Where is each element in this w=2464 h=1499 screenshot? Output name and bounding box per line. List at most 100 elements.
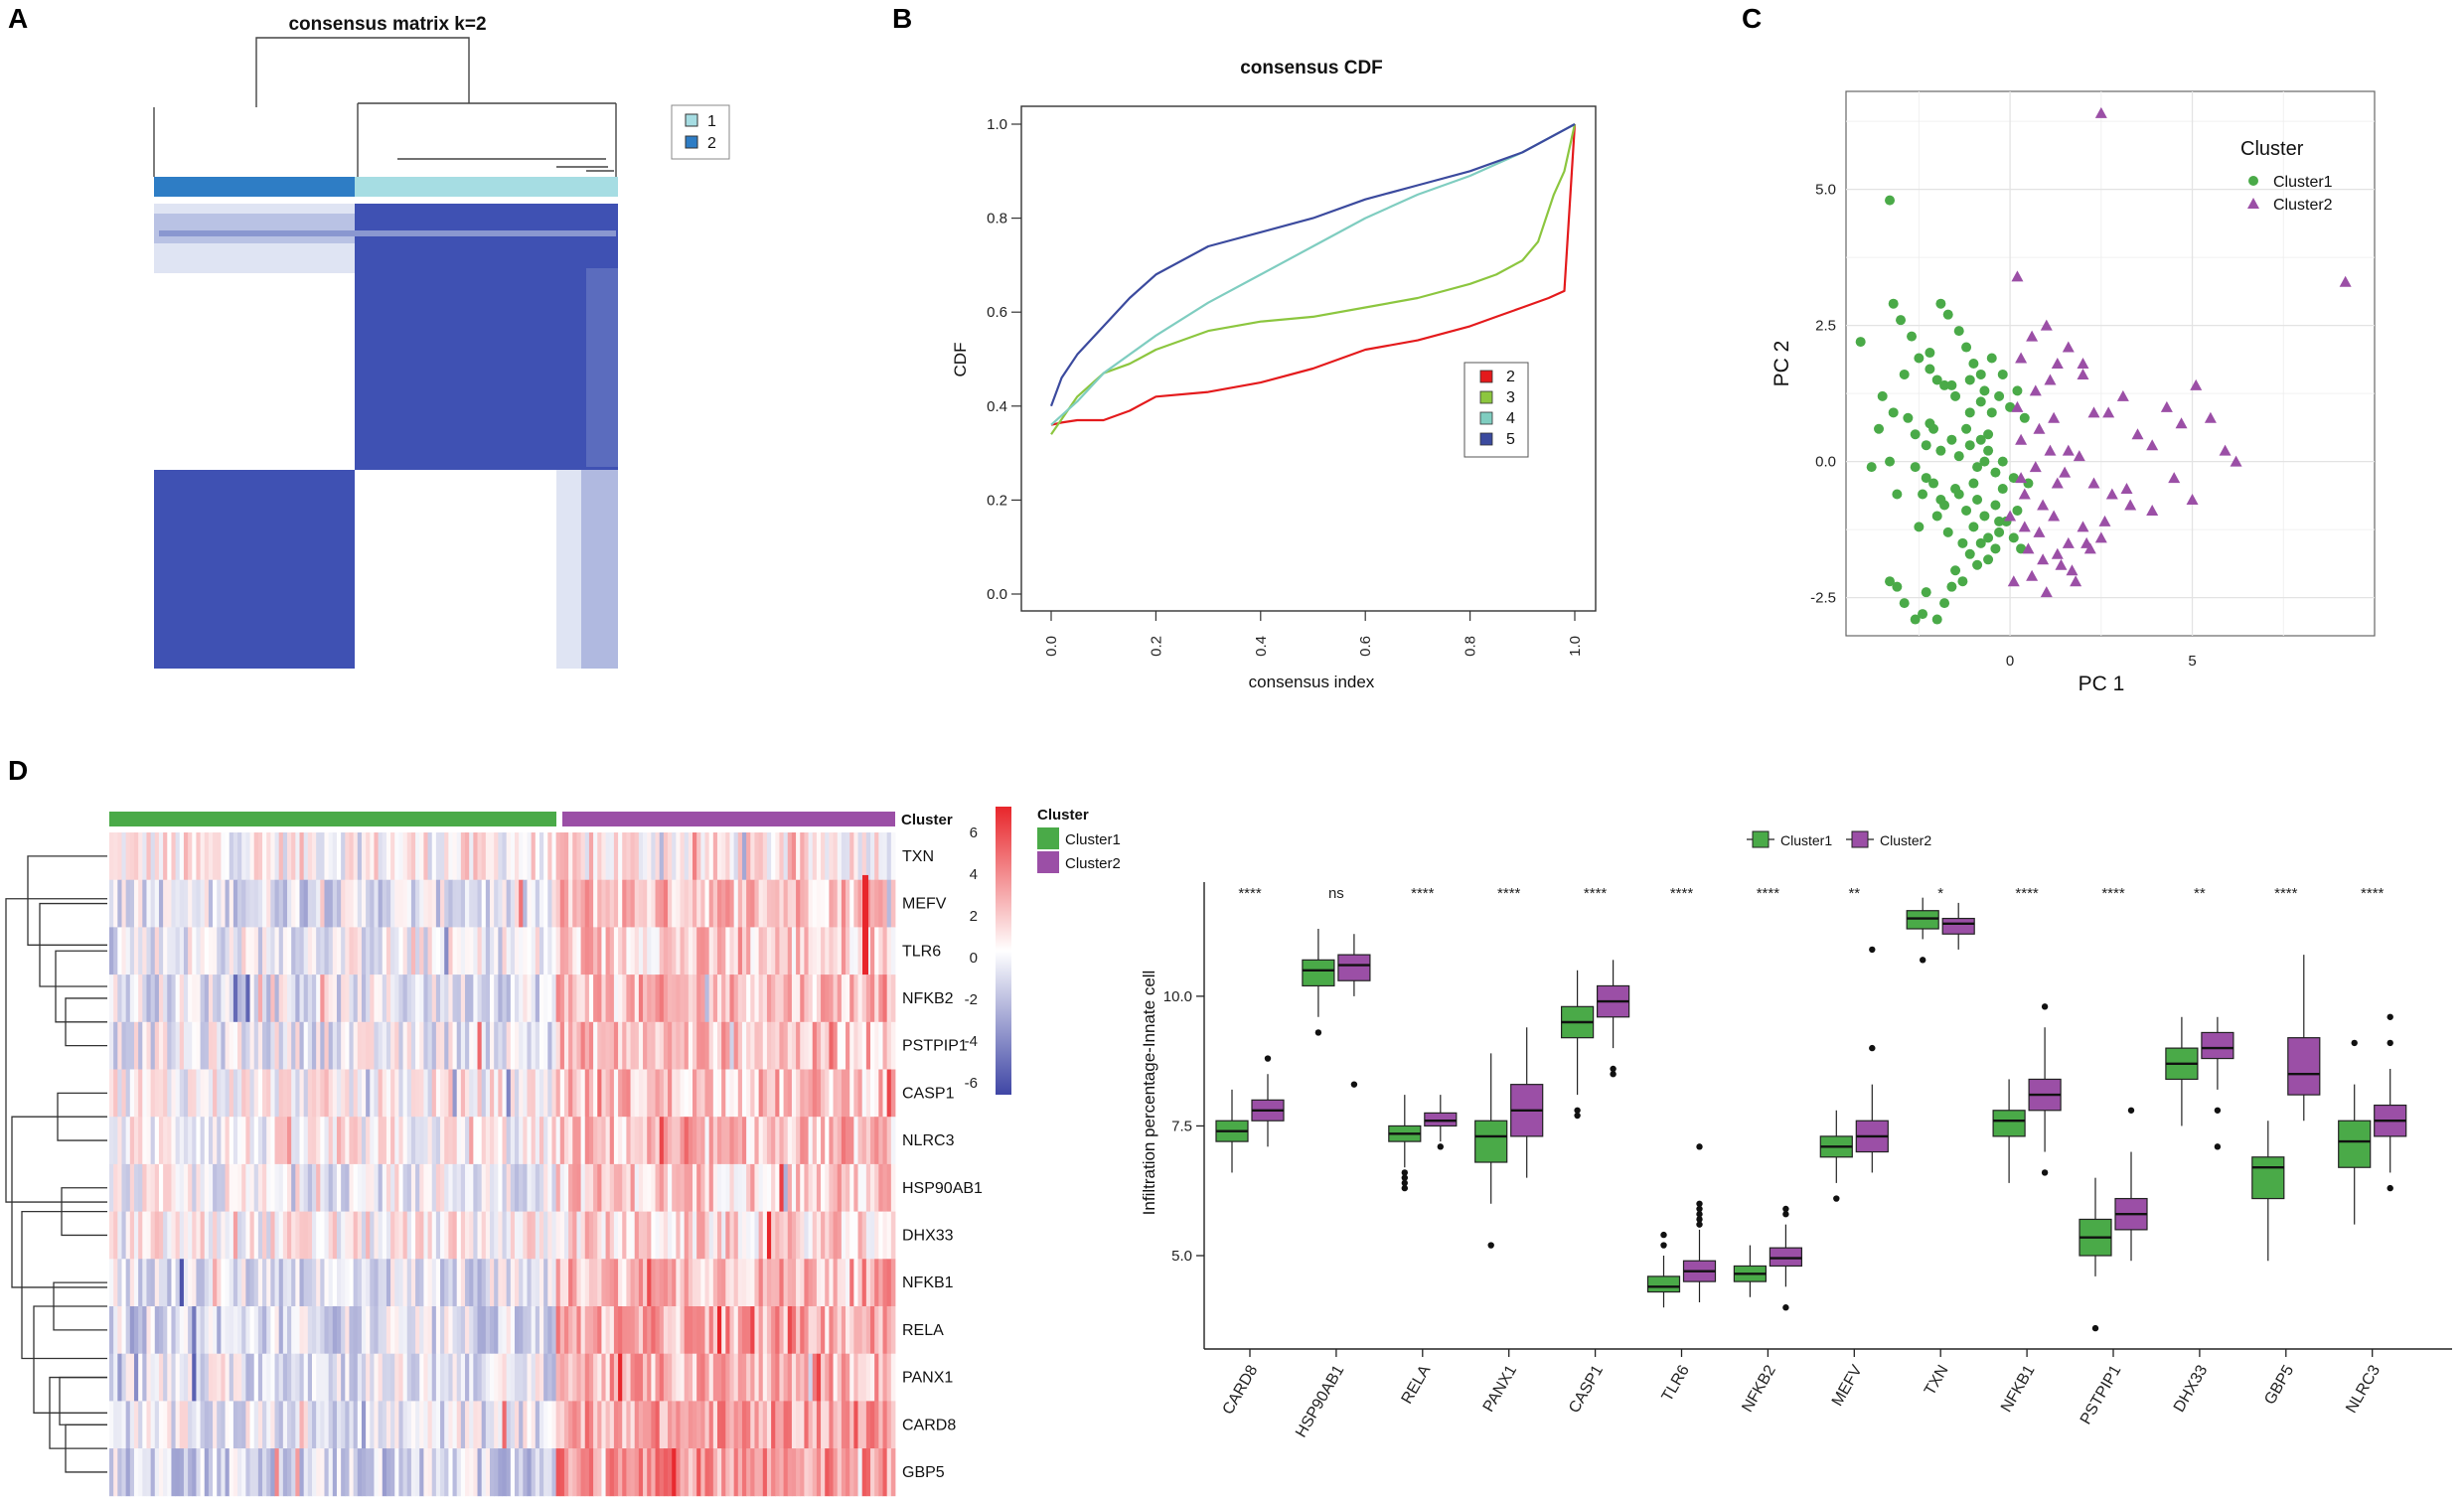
pca-point-cluster1	[1885, 576, 1896, 587]
panel-d: D Cluster TXN MEFV TLR6 NFKB2 PSTPIP1 CASP1 NL…	[5, 755, 1121, 1497]
pca-point-cluster2	[2044, 374, 2057, 385]
boxplot-xtick-label: NLRC3	[2343, 1362, 2384, 1416]
boxplot-outlier	[2387, 1039, 2393, 1047]
pca-point-cluster2	[2131, 428, 2144, 440]
boxplot-significance-label: ****	[1411, 885, 1435, 902]
pca-point-cluster2	[2011, 270, 2024, 282]
boxplot-outlier	[1401, 1169, 1409, 1176]
pca-point-cluster1	[1986, 353, 1997, 364]
pca-point-cluster1	[1979, 456, 1990, 467]
pca-legend-title: Cluster	[2240, 138, 2304, 160]
boxplot-xtick-label: TXN	[1922, 1363, 1952, 1399]
cdf-line-k2	[1050, 123, 1577, 426]
boxplot-xtick-label: CARD8	[1220, 1362, 1262, 1418]
pca-point-cluster1	[1975, 434, 1986, 445]
pca-point-cluster2	[2015, 433, 2028, 445]
boxplot-outlier	[1610, 1065, 1617, 1073]
pca-point-cluster1	[1910, 614, 1921, 625]
pca-point-cluster1	[1935, 495, 1946, 505]
annotation-bar-cluster1	[355, 177, 618, 197]
pca-point-cluster2	[2015, 352, 2028, 364]
pca-point-cluster1	[1964, 375, 1975, 385]
pca-point-cluster2	[2007, 575, 2020, 587]
boxplot-legend-label-cluster1: Cluster1	[1780, 832, 1832, 848]
pca-point-cluster1	[1874, 423, 1885, 434]
heatmap-gene-label: TXN	[902, 848, 934, 865]
heatmap-annotation-label: Cluster	[901, 812, 953, 828]
pca-point-cluster1	[1907, 331, 1918, 342]
boxplot-outlier	[1350, 1081, 1358, 1088]
pca-point-cluster1	[1921, 587, 1931, 598]
heatmap-gene-label: DHX33	[902, 1227, 954, 1244]
pca-point-cluster2	[2059, 466, 2072, 478]
pca-point-cluster2	[2015, 472, 2028, 484]
pca-point-cluster1	[1899, 598, 1910, 609]
pca-xtick-label: 5	[2188, 653, 2196, 670]
cdf-xtick-label: 0.8	[1463, 636, 1479, 657]
boxplot-legend-swatch-cluster1	[1752, 830, 1770, 848]
cdf-legend-swatch-4	[1479, 411, 1493, 425]
cdf-xtick-label: 0.2	[1148, 636, 1164, 657]
cdf-title: consensus CDF	[1240, 58, 1383, 78]
pca-point-cluster2	[2087, 406, 2100, 418]
pca-point-cluster2	[2105, 488, 2118, 500]
pca-point-cluster2	[2029, 461, 2042, 473]
cdf-ytick-label: 0.0	[987, 586, 1007, 603]
heatmap-gene-label: NLRC3	[902, 1132, 955, 1149]
pca-point-cluster1	[1925, 418, 1935, 429]
cdf-legend-label-2: 2	[1506, 369, 1515, 385]
pca-point-cluster1	[1979, 385, 1990, 396]
pca-point-cluster2	[2055, 558, 2068, 570]
pca-point-cluster2	[2146, 504, 2159, 516]
boxplot-outlier	[1696, 1221, 1703, 1228]
boxplot-outlier	[1696, 1205, 1703, 1213]
boxplot-box-cluster2	[1769, 1247, 1803, 1268]
colorbar-tick-label: 4	[970, 866, 978, 883]
pca-legend-marker-cluster1	[2248, 176, 2258, 186]
pca-point-cluster2	[2124, 499, 2137, 511]
pca-ylabel: PC 2	[1771, 341, 1793, 387]
pca-point-cluster2	[2077, 368, 2089, 379]
boxplot-outlier	[1660, 1231, 1667, 1239]
pca-point-cluster2	[2168, 472, 2181, 484]
boxplot-box-cluster1	[2251, 1156, 2285, 1200]
heatmap-legend-swatch-cluster1	[1037, 827, 1059, 849]
heatmap-legend-label-cluster1: Cluster1	[1065, 831, 1121, 848]
legend-swatch-1	[685, 113, 698, 127]
boxplot-significance-label: ****	[2361, 885, 2385, 902]
cdf-ytick-label: 0.6	[987, 304, 1007, 321]
panel-b: B consensus CDF 0.0 0.2 0.4 0.6 0.8 1.0 0.0 0.2…	[892, 3, 1597, 691]
boxplot-box-cluster2	[1424, 1112, 1458, 1127]
boxplot-significance-label: *	[1937, 885, 1943, 902]
pca-point-cluster1	[1979, 511, 1990, 522]
pca-point-cluster2	[2040, 586, 2053, 598]
boxplot-outlier	[1782, 1304, 1789, 1311]
boxplot-xtick-label: RELA	[1399, 1362, 1435, 1407]
pca-point-cluster2	[2033, 422, 2046, 434]
pca-point-cluster1	[2012, 385, 2023, 396]
colorbar-tick-label: 0	[970, 950, 978, 967]
boxplot-outlier	[1782, 1211, 1789, 1218]
pca-point-cluster1	[1888, 407, 1899, 418]
pca-point-cluster1	[1925, 348, 1935, 359]
boxplot-significance-label: ****	[1757, 885, 1780, 902]
boxplot-outlier	[1401, 1184, 1409, 1192]
pca-point-cluster2	[2087, 477, 2100, 489]
pca-point-cluster2	[2029, 384, 2042, 396]
heatmap-cluster-legend: Cluster Cluster1 Cluster2	[1037, 807, 1121, 873]
pca-point-cluster2	[2051, 547, 2064, 559]
boxplot-outlier	[1401, 1174, 1409, 1181]
pca-point-cluster1	[1950, 390, 1961, 401]
pca-point-cluster2	[2026, 569, 2039, 581]
pca-point-cluster1	[1903, 412, 1914, 423]
pca-point-cluster1	[1925, 364, 1935, 375]
pca-point-cluster1	[1914, 522, 1925, 532]
heatmap-annotation-cluster2	[562, 812, 895, 826]
pca-point-cluster1	[1935, 298, 1946, 309]
legend-label-2: 2	[707, 135, 716, 152]
pca-point-cluster1	[1997, 484, 2008, 495]
pca-point-cluster2	[2098, 515, 2111, 526]
pca-point-cluster2	[2062, 444, 2075, 456]
pca-plot-frame	[1845, 90, 2376, 637]
pca-point-cluster1	[2019, 412, 2030, 423]
